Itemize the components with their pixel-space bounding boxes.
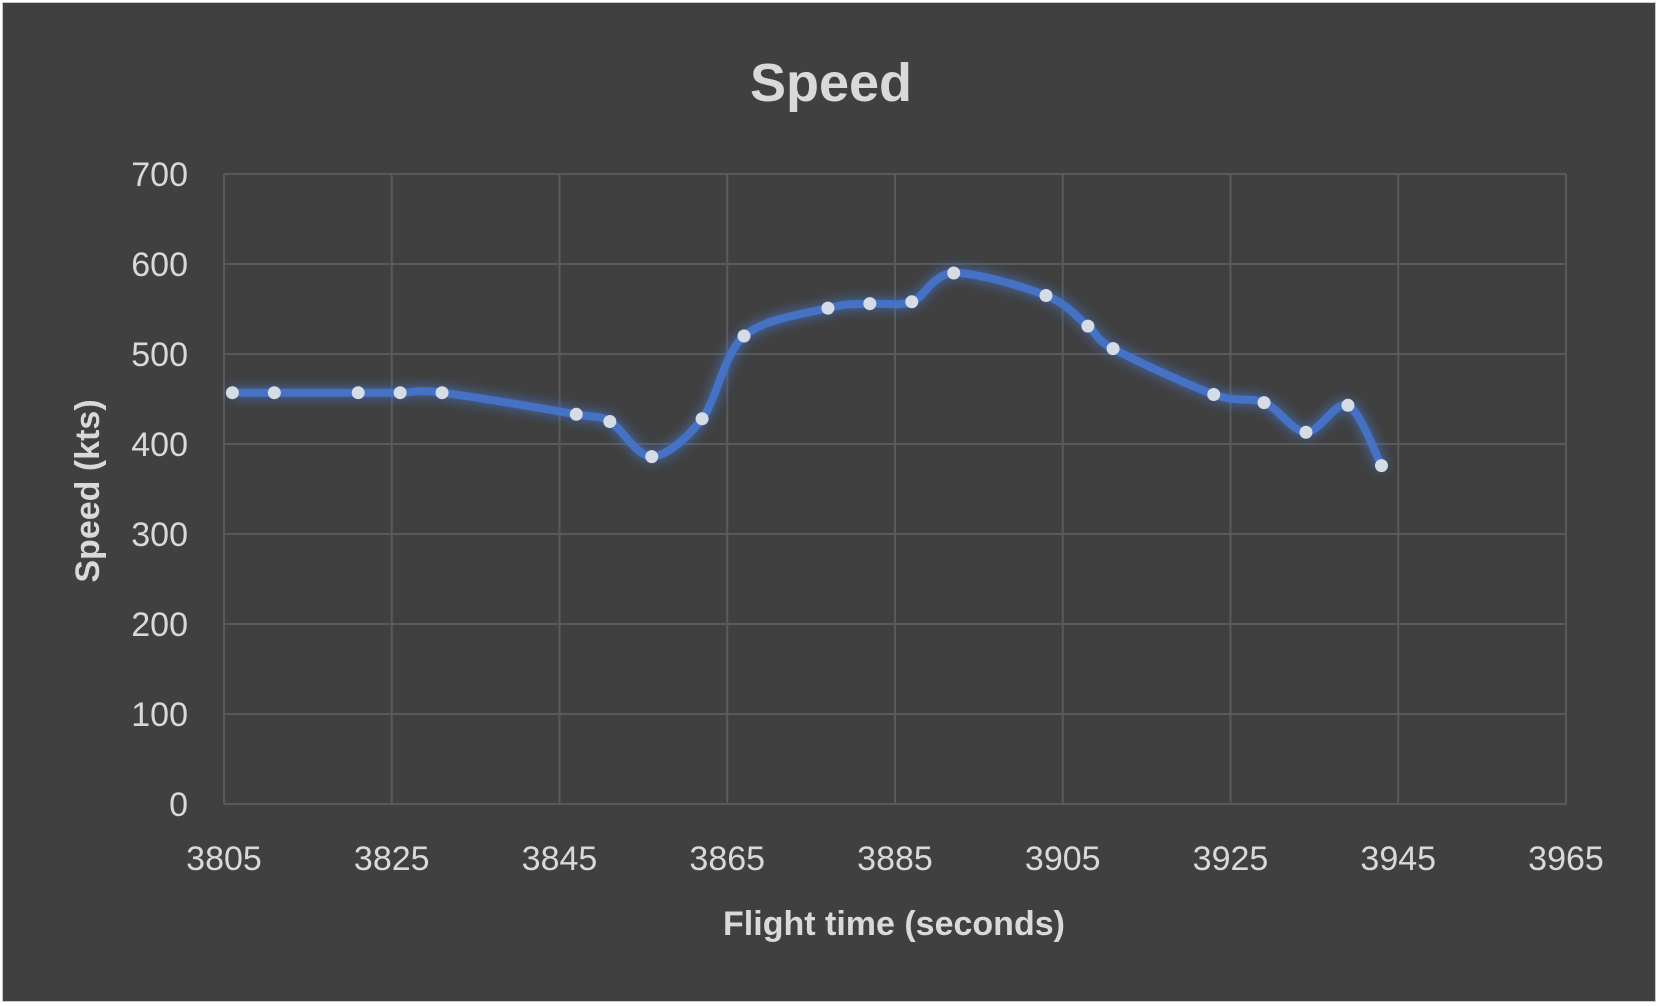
data-point [905,295,919,309]
y-tick-label: 400 [131,426,188,464]
y-axis-title: Speed (kts) [69,399,107,582]
data-point [1081,319,1095,333]
data-point [603,415,617,428]
x-axis-title: Flight time (seconds) [723,905,1065,943]
data-point [351,386,365,400]
x-tick-label: 3925 [1193,840,1269,878]
data-point [267,386,281,400]
data-point [863,297,877,311]
x-tick-label: 3945 [1360,840,1436,878]
speed-chart: Speed Flight time (seconds) Speed (kts) … [69,53,1604,943]
x-tick-label: 3965 [1528,840,1604,878]
data-point [1039,289,1053,302]
data-point [1374,459,1388,473]
data-point [695,412,709,426]
data-point [1106,342,1120,356]
tick-labels: 0 100 200 300 400 500 600 700 3805 3825 3845 3865 38… [131,156,1604,878]
data-point [1257,396,1271,410]
x-tick-label: 3865 [689,840,765,878]
data-point [1207,388,1221,401]
data-point [225,386,239,400]
data-point [569,407,583,421]
chart-title: Speed [750,53,912,113]
y-tick-label: 200 [131,606,188,644]
x-tick-label: 3825 [354,840,430,878]
y-tick-label: 100 [131,696,188,734]
gridlines [223,173,1567,805]
data-point [645,450,659,464]
x-tick-label: 3885 [857,840,933,878]
x-tick-label: 3905 [1025,840,1101,878]
y-tick-label: 0 [169,786,188,824]
data-point [1299,425,1313,439]
data-point [737,329,751,343]
data-point [821,301,835,315]
y-tick-label: 500 [131,336,188,374]
x-tick-label: 3805 [186,840,262,878]
y-tick-label: 300 [131,516,188,554]
y-tick-label: 700 [131,156,188,194]
x-tick-label: 3845 [522,840,598,878]
series-layer [225,266,1388,473]
series-line [228,268,1386,470]
data-point [1341,398,1355,412]
data-point [435,386,449,400]
data-point [947,266,961,280]
y-tick-label: 600 [131,246,188,284]
data-point [393,386,407,400]
